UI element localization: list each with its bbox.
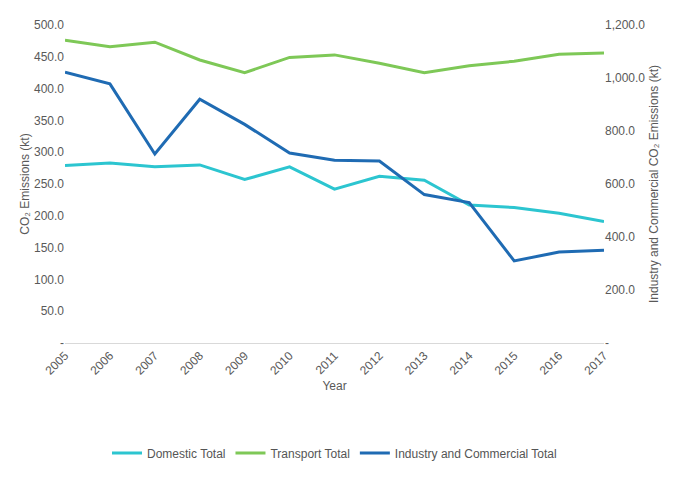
svg-text:500.0: 500.0 [34,18,64,32]
svg-text:350.0: 350.0 [34,114,64,128]
svg-text:400.0: 400.0 [605,230,635,244]
svg-text:Year: Year [322,379,346,393]
svg-text:2016: 2016 [537,349,566,378]
svg-text:2005: 2005 [43,349,72,378]
svg-text:2014: 2014 [447,349,476,378]
svg-text:2015: 2015 [492,349,521,378]
svg-text:2006: 2006 [88,349,117,378]
svg-text:Industry and Commercial CO₂ Em: Industry and Commercial CO₂ Emissions (k… [647,65,661,303]
svg-text:Domestic Total: Domestic Total [147,447,225,461]
svg-text:2008: 2008 [177,349,206,378]
svg-text:1,000.0: 1,000.0 [605,71,645,85]
svg-text:250.0: 250.0 [34,177,64,191]
svg-text:300.0: 300.0 [34,145,64,159]
svg-text:2017: 2017 [582,349,611,378]
svg-text:50.0: 50.0 [41,304,65,318]
svg-text:200.0: 200.0 [605,283,635,297]
svg-text:2012: 2012 [357,349,386,378]
svg-text:2011: 2011 [313,349,341,377]
svg-text:2007: 2007 [132,349,161,378]
svg-text:2010: 2010 [267,349,296,378]
svg-text:200.0: 200.0 [34,209,64,223]
svg-text:2009: 2009 [222,349,251,378]
svg-text:-: - [605,336,609,350]
svg-text:Industry and Commercial Total: Industry and Commercial Total [395,447,557,461]
svg-text:100.0: 100.0 [34,273,64,287]
svg-text:150.0: 150.0 [34,241,64,255]
svg-text:1,200.0: 1,200.0 [605,18,645,32]
svg-text:600.0: 600.0 [605,177,635,191]
svg-text:450.0: 450.0 [34,50,64,64]
svg-text:-: - [60,336,64,350]
svg-text:2013: 2013 [402,349,431,378]
svg-text:800.0: 800.0 [605,124,635,138]
svg-text:400.0: 400.0 [34,82,64,96]
svg-text:CO₂ Emissions (kt): CO₂ Emissions (kt) [18,133,32,234]
svg-text:Transport Total: Transport Total [270,447,349,461]
